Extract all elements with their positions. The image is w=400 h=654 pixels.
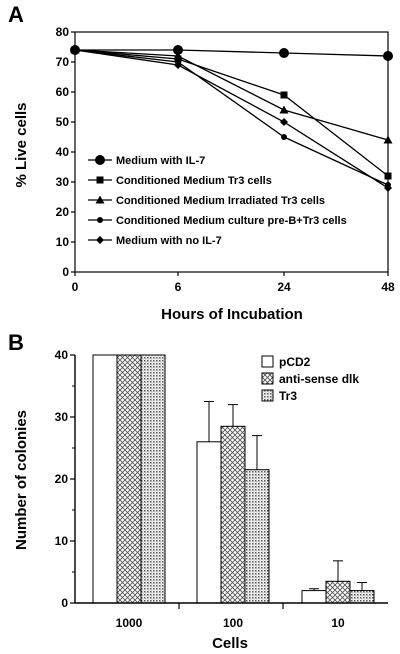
legend-entry: Conditioned Medium Tr3 cells [116,175,272,187]
panel-a-ylabel: % Live cells [13,102,30,187]
y-tick-label: 20 [56,205,70,219]
legend-entry: Conditioned Medium Irradiated Tr3 cells [116,195,325,207]
data-point [280,91,288,99]
panel-a-letter: A [8,2,24,27]
panel-b-xlabel: Cells [212,635,248,652]
series-line [74,49,389,189]
legend-marker [96,176,104,184]
data-point [280,118,288,126]
y-tick-label: 40 [56,145,70,159]
legend-entry: Conditioned Medium culture pre-B+Tr3 cel… [116,215,347,227]
legend-marker [96,236,104,244]
y-tick-label: 40 [55,348,69,362]
panel-b-ylabel: Number of colonies [13,410,30,550]
bar-series-1 [92,354,327,604]
bar [220,425,246,604]
data-point [384,172,392,180]
data-point [173,51,183,60]
y-tick-label: 0 [62,265,69,279]
legend-entry: anti-sense dlk [279,372,359,386]
series-line [74,49,389,177]
legend-swatch [261,355,274,368]
series-line [74,49,389,141]
data-point [174,61,182,69]
x-category-label: 100 [223,616,243,630]
legend-swatch [261,389,274,402]
bar [244,469,270,604]
y-tick-label: 70 [56,55,70,69]
legend-entry: pCD2 [279,355,311,369]
series-line [74,49,389,186]
series-5 [71,46,392,192]
bar-series-3 [140,354,375,604]
data-point [279,105,289,114]
y-tick-label: 30 [55,410,69,424]
x-category-label: 10 [331,616,345,630]
y-tick-label: 10 [55,534,69,548]
panel-a-line-chart: % Live cells Hours of Incubation 0 10 20 30… [13,25,395,323]
data-point [279,48,289,58]
legend-marker [95,195,105,204]
bar-series-2 [116,354,351,604]
panel-b-bar-chart: Number of colonies Cells 0 10 20 30 40 1000 10… [13,348,388,652]
bar [325,580,351,604]
legend-marker [97,217,103,223]
legend-entry: Medium with no IL-7 [116,235,222,247]
y-tick-label: 0 [61,596,68,610]
bar [140,354,166,604]
x-tick-label: 48 [381,280,395,294]
x-tick-label: 6 [175,280,182,294]
y-tick-label: 20 [55,472,69,486]
y-tick-label: 30 [56,175,70,189]
data-point [173,45,183,55]
legend-swatch [261,372,274,385]
x-tick-label: 0 [72,280,79,294]
data-point [384,184,392,192]
bar [116,354,142,604]
data-point [383,51,393,61]
bar [196,441,222,604]
y-tick-label: 80 [56,25,70,39]
data-point [383,135,393,144]
panel-a-xlabel: Hours of Incubation [161,306,303,323]
x-category-label: 1000 [116,616,143,630]
y-tick-label: 60 [56,85,70,99]
bar [349,590,375,604]
bar [92,354,118,604]
data-point [281,134,287,140]
legend-entry: Tr3 [279,389,297,403]
bar [301,590,327,604]
y-tick-label: 10 [56,235,70,249]
legend-marker [95,155,105,165]
x-tick-label: 24 [277,280,291,294]
data-point [71,46,79,54]
series-line [75,49,389,57]
y-tick-label: 50 [56,115,70,129]
panel-b-letter: B [8,330,24,355]
legend-entry: Medium with IL-7 [116,155,205,167]
